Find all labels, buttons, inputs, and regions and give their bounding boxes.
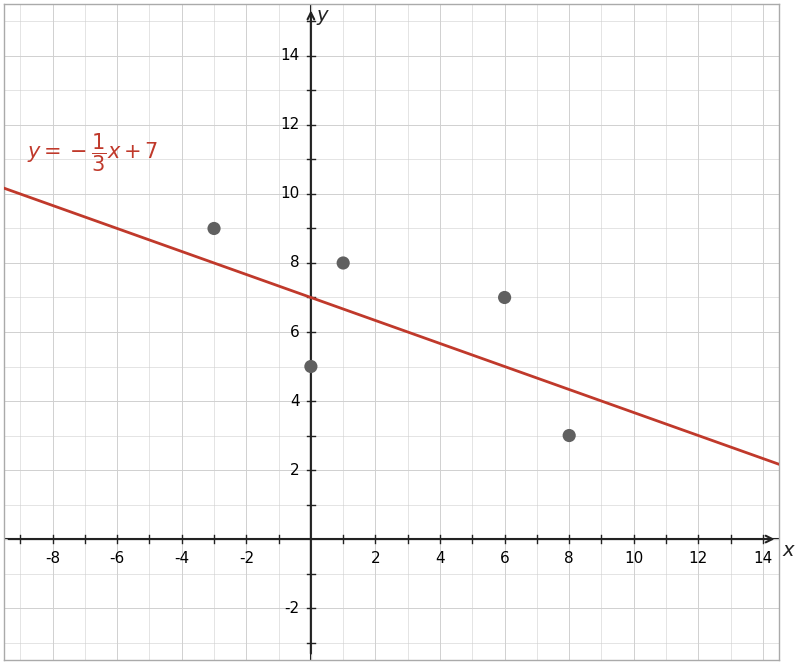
Text: 4: 4: [290, 394, 299, 408]
Text: 6: 6: [500, 551, 510, 566]
Text: 8: 8: [290, 256, 299, 270]
Text: -6: -6: [110, 551, 125, 566]
Text: -2: -2: [238, 551, 254, 566]
Text: $x$: $x$: [782, 540, 797, 560]
Text: 8: 8: [564, 551, 574, 566]
Text: 14: 14: [754, 551, 773, 566]
Text: 10: 10: [280, 187, 299, 201]
Text: $y$: $y$: [316, 7, 330, 27]
Text: 10: 10: [624, 551, 643, 566]
Text: 6: 6: [290, 325, 299, 339]
Text: -4: -4: [174, 551, 190, 566]
Text: 14: 14: [280, 48, 299, 64]
Text: 2: 2: [370, 551, 380, 566]
Point: [562, 430, 575, 441]
Point: [208, 223, 221, 234]
Text: -8: -8: [45, 551, 60, 566]
Text: $y = -\dfrac{1}{3}x + 7$: $y = -\dfrac{1}{3}x + 7$: [26, 132, 158, 175]
Text: 12: 12: [280, 118, 299, 132]
Text: 2: 2: [290, 463, 299, 477]
Point: [498, 292, 511, 303]
Point: [337, 258, 350, 268]
Text: 4: 4: [435, 551, 445, 566]
Text: -2: -2: [285, 600, 299, 616]
Point: [305, 361, 318, 372]
Text: 12: 12: [689, 551, 708, 566]
